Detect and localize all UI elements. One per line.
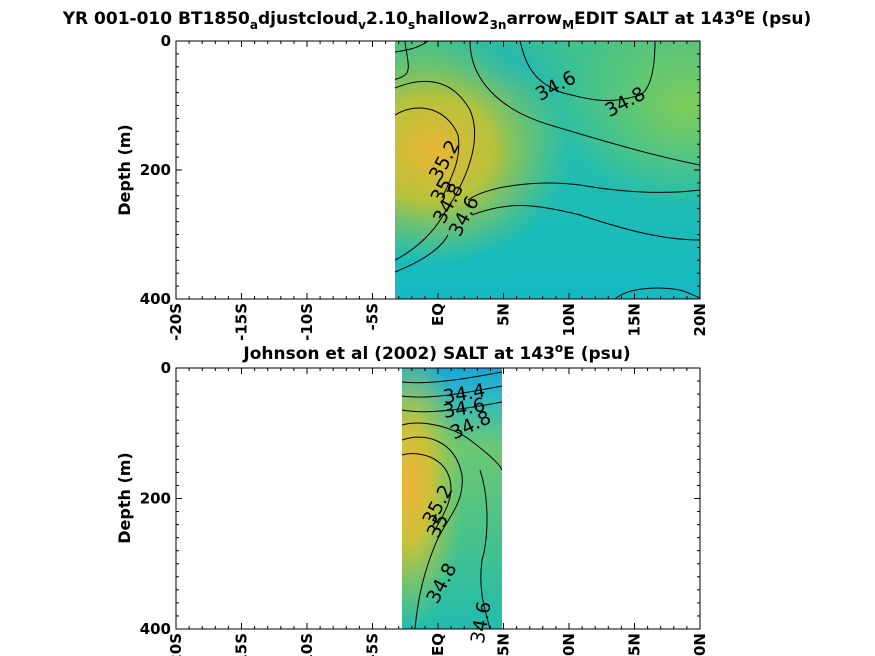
title-part: hallow2: [415, 9, 489, 29]
x-tick-label: -15S: [233, 633, 251, 656]
y-axis-label-1: Depth (m): [115, 124, 134, 216]
x-tick-label: -20S: [167, 303, 185, 341]
x-tick-label: EQ: [429, 303, 447, 326]
contour-lines-2: [402, 371, 502, 629]
title-part: o: [555, 341, 563, 355]
title-part: YR 001-010 BT1850: [62, 9, 250, 29]
title-part: 3n: [490, 18, 507, 32]
x-tick-label: -10S: [298, 303, 316, 341]
x-tick-label: 20N: [691, 303, 709, 336]
y-axis-label-2: Depth (m): [115, 452, 134, 544]
title-part: M: [562, 18, 574, 32]
y-tick-label: 200: [140, 161, 171, 179]
chart-title-1: YR 001-010 BT1850adjustcloudv2.10shallow…: [62, 6, 812, 32]
title-part: arrow: [506, 9, 562, 29]
title-part: E (psu): [744, 9, 811, 29]
y-tick-label: 0: [161, 359, 171, 377]
title-part: a: [250, 18, 258, 32]
x-tick-label: 15N: [626, 633, 644, 656]
title-part: E (psu): [563, 344, 630, 364]
contour-lines-1: [395, 41, 700, 299]
x-tick-label: 15N: [626, 303, 644, 336]
x-tick-label: 10N: [560, 303, 578, 336]
y-axis-2: 0 200 400: [140, 359, 700, 638]
y-tick-label: 400: [140, 620, 171, 638]
x-tick-label: 5N: [495, 303, 513, 326]
chart-panel-2: Johnson et al (2002) SALT at 143oE (psu)…: [115, 341, 709, 656]
x-axis-1: -20S -15S -10S -5S EQ 5N 10N 15N 20N: [167, 41, 709, 341]
title-part: s: [408, 18, 415, 32]
x-tick-label: 20N: [691, 633, 709, 656]
title-part: v: [358, 18, 366, 32]
x-tick-label: -10S: [298, 633, 316, 656]
y-tick-label: 400: [140, 290, 171, 308]
x-tick-label: -5S: [364, 633, 382, 656]
x-tick-label: -20S: [167, 633, 185, 656]
title-part: o: [736, 6, 744, 20]
title-part: Johnson et al (2002) SALT at 143: [242, 344, 555, 364]
x-tick-label: -5S: [364, 303, 382, 330]
x-tick-label: -15S: [233, 303, 251, 341]
x-tick-label: EQ: [429, 633, 447, 656]
x-tick-label: 10N: [560, 633, 578, 656]
x-axis-2: -20S -15S -10S -5S EQ 5N 10N 15N 20N: [167, 368, 709, 656]
chart-title-2: Johnson et al (2002) SALT at 143oE (psu): [242, 341, 630, 364]
title-part: 2.10: [366, 9, 408, 29]
title-part: EDIT SALT at 143: [574, 9, 736, 29]
y-axis-1: 0 200 400: [140, 32, 700, 308]
y-tick-label: 200: [140, 490, 171, 508]
x-tick-label: 5N: [495, 633, 513, 656]
y-tick-label: 0: [161, 32, 171, 50]
chart-panel-1: YR 001-010 BT1850adjustcloudv2.10shallow…: [62, 6, 812, 341]
title-part: djustcloud: [258, 9, 358, 29]
